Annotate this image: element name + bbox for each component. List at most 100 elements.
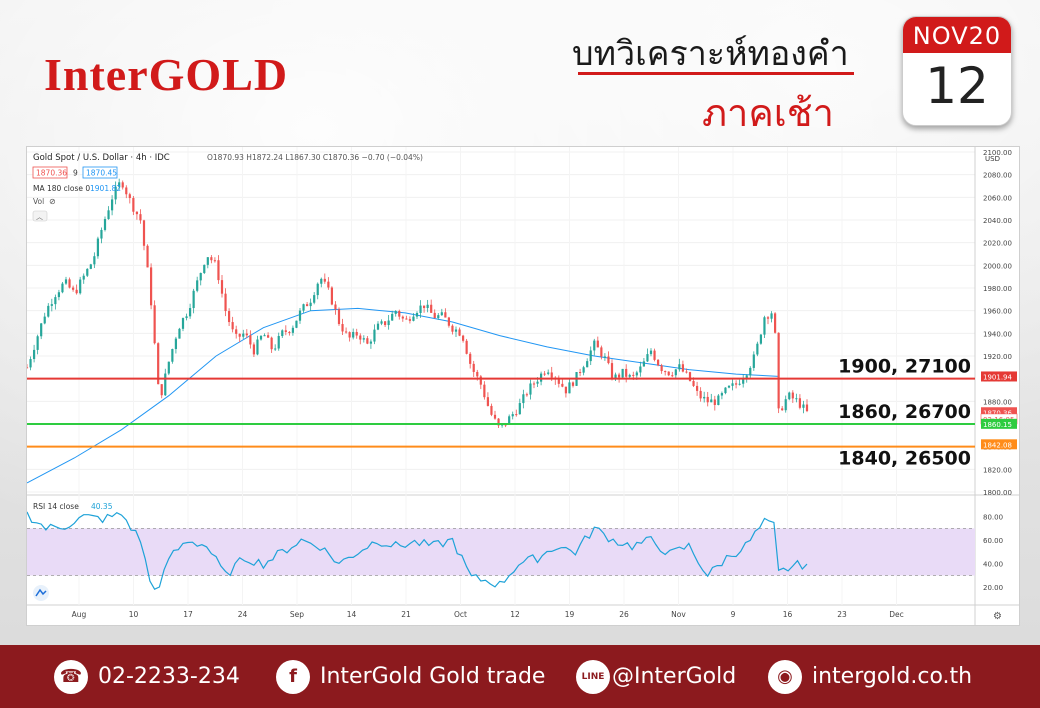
candle-body	[550, 372, 553, 378]
candle-body	[57, 292, 61, 298]
ask-box[interactable]	[82, 166, 118, 179]
ma-label: MA 180 close 0	[33, 184, 90, 193]
candle-body	[47, 305, 50, 317]
candle-body	[586, 361, 589, 368]
candle-body	[433, 312, 436, 319]
candle-body	[242, 333, 245, 337]
candle-body	[678, 364, 681, 370]
phone-number: 02-2233-234	[98, 664, 240, 689]
candle-body	[720, 393, 724, 396]
candle-body	[238, 333, 241, 337]
candle-body	[100, 229, 103, 239]
candle-body	[802, 404, 805, 408]
candle-body	[699, 390, 702, 399]
level-label: 1900, 27100	[838, 356, 971, 378]
candle-body	[593, 340, 596, 351]
candle-body	[36, 336, 39, 350]
candle-body	[465, 340, 468, 354]
candle-body	[160, 384, 163, 396]
candle-body	[391, 313, 394, 321]
level-label: 1860, 26700	[838, 401, 971, 423]
candle-body	[483, 384, 486, 398]
chevron-up-icon: ︿	[36, 213, 43, 221]
candle-body	[394, 311, 397, 314]
candle-body	[724, 387, 727, 394]
candle-body	[295, 320, 298, 328]
candle-body	[135, 211, 139, 215]
candle-body	[277, 336, 280, 349]
eye-off-icon[interactable]: ⊘	[49, 197, 56, 206]
candle-body	[703, 396, 706, 399]
candle-body	[139, 214, 142, 221]
candle-body	[369, 341, 373, 344]
candle-body	[71, 287, 75, 290]
footer-phone[interactable]: ☎ 02-2233-234	[54, 645, 240, 708]
ask-value: 1870.45	[86, 169, 117, 178]
footer-website[interactable]: ◉ intergold.co.th	[768, 645, 972, 708]
candle-body	[50, 304, 53, 306]
price-tag-label: 1901.94	[983, 373, 1012, 381]
candle-body	[227, 311, 231, 323]
line-icon: LINE	[576, 659, 610, 694]
candle-body	[206, 257, 209, 265]
candle-body	[398, 311, 401, 317]
candle-body	[54, 297, 57, 305]
price-tag	[981, 407, 1017, 418]
price-tick-label: 1960.00	[983, 308, 1012, 316]
candle-body	[773, 313, 777, 333]
candle-body	[408, 319, 412, 321]
settings-gear-icon[interactable]: ⚙	[993, 611, 1002, 622]
bid-box[interactable]	[32, 166, 68, 179]
time-tick-label: 14	[347, 610, 357, 619]
candle-body	[547, 372, 550, 374]
candle-body	[642, 361, 646, 367]
footer-facebook[interactable]: f InterGold Gold trade	[276, 645, 545, 708]
footer-line[interactable]: LINE @InterGold	[576, 645, 736, 708]
candle-body	[412, 316, 415, 321]
title-underline	[578, 72, 854, 75]
candle-body	[178, 328, 181, 339]
candle-body	[795, 398, 798, 400]
price-tag	[981, 439, 1017, 450]
candle-body	[153, 305, 156, 344]
candle-body	[766, 317, 770, 319]
candle-body	[476, 371, 479, 377]
candle-body	[359, 335, 362, 340]
time-tick-label: 17	[183, 610, 193, 619]
candle-body	[298, 310, 302, 321]
vol-label: Vol	[33, 197, 44, 206]
candle-body	[316, 283, 319, 296]
currency-label: USD	[985, 155, 1000, 163]
candle-body	[589, 350, 592, 362]
candle-body	[603, 356, 607, 358]
candle-body	[727, 385, 731, 388]
candle-body	[805, 404, 809, 412]
candle-body	[334, 304, 337, 310]
ma-value: 1901.82	[90, 184, 121, 193]
price-tick-label: 1820.00	[983, 466, 1012, 474]
candle-body	[493, 414, 497, 419]
candle-body	[118, 182, 121, 187]
rsi-tick-label: 20.00	[983, 584, 1003, 592]
collapse-button[interactable]	[32, 210, 48, 222]
candle-body	[717, 395, 720, 405]
candle-body	[561, 383, 564, 387]
candle-body	[749, 367, 752, 376]
candle-body	[518, 403, 521, 415]
calendar-month: NOV20	[903, 17, 1011, 53]
candle-body	[256, 339, 259, 355]
brand-logo: InterGOLD	[44, 49, 289, 100]
candle-body	[582, 367, 585, 373]
candle-body	[362, 338, 365, 340]
candle-body	[167, 361, 170, 374]
phone-icon: ☎	[54, 659, 88, 694]
candle-body	[380, 321, 383, 324]
candle-body	[444, 312, 447, 318]
candle-body	[171, 349, 174, 362]
candle-body	[415, 312, 419, 317]
candle-body	[784, 399, 787, 411]
tradingview-logo-icon[interactable]	[33, 585, 49, 601]
candle-body	[263, 335, 266, 337]
candle-body	[610, 363, 614, 379]
candle-body	[685, 371, 688, 373]
